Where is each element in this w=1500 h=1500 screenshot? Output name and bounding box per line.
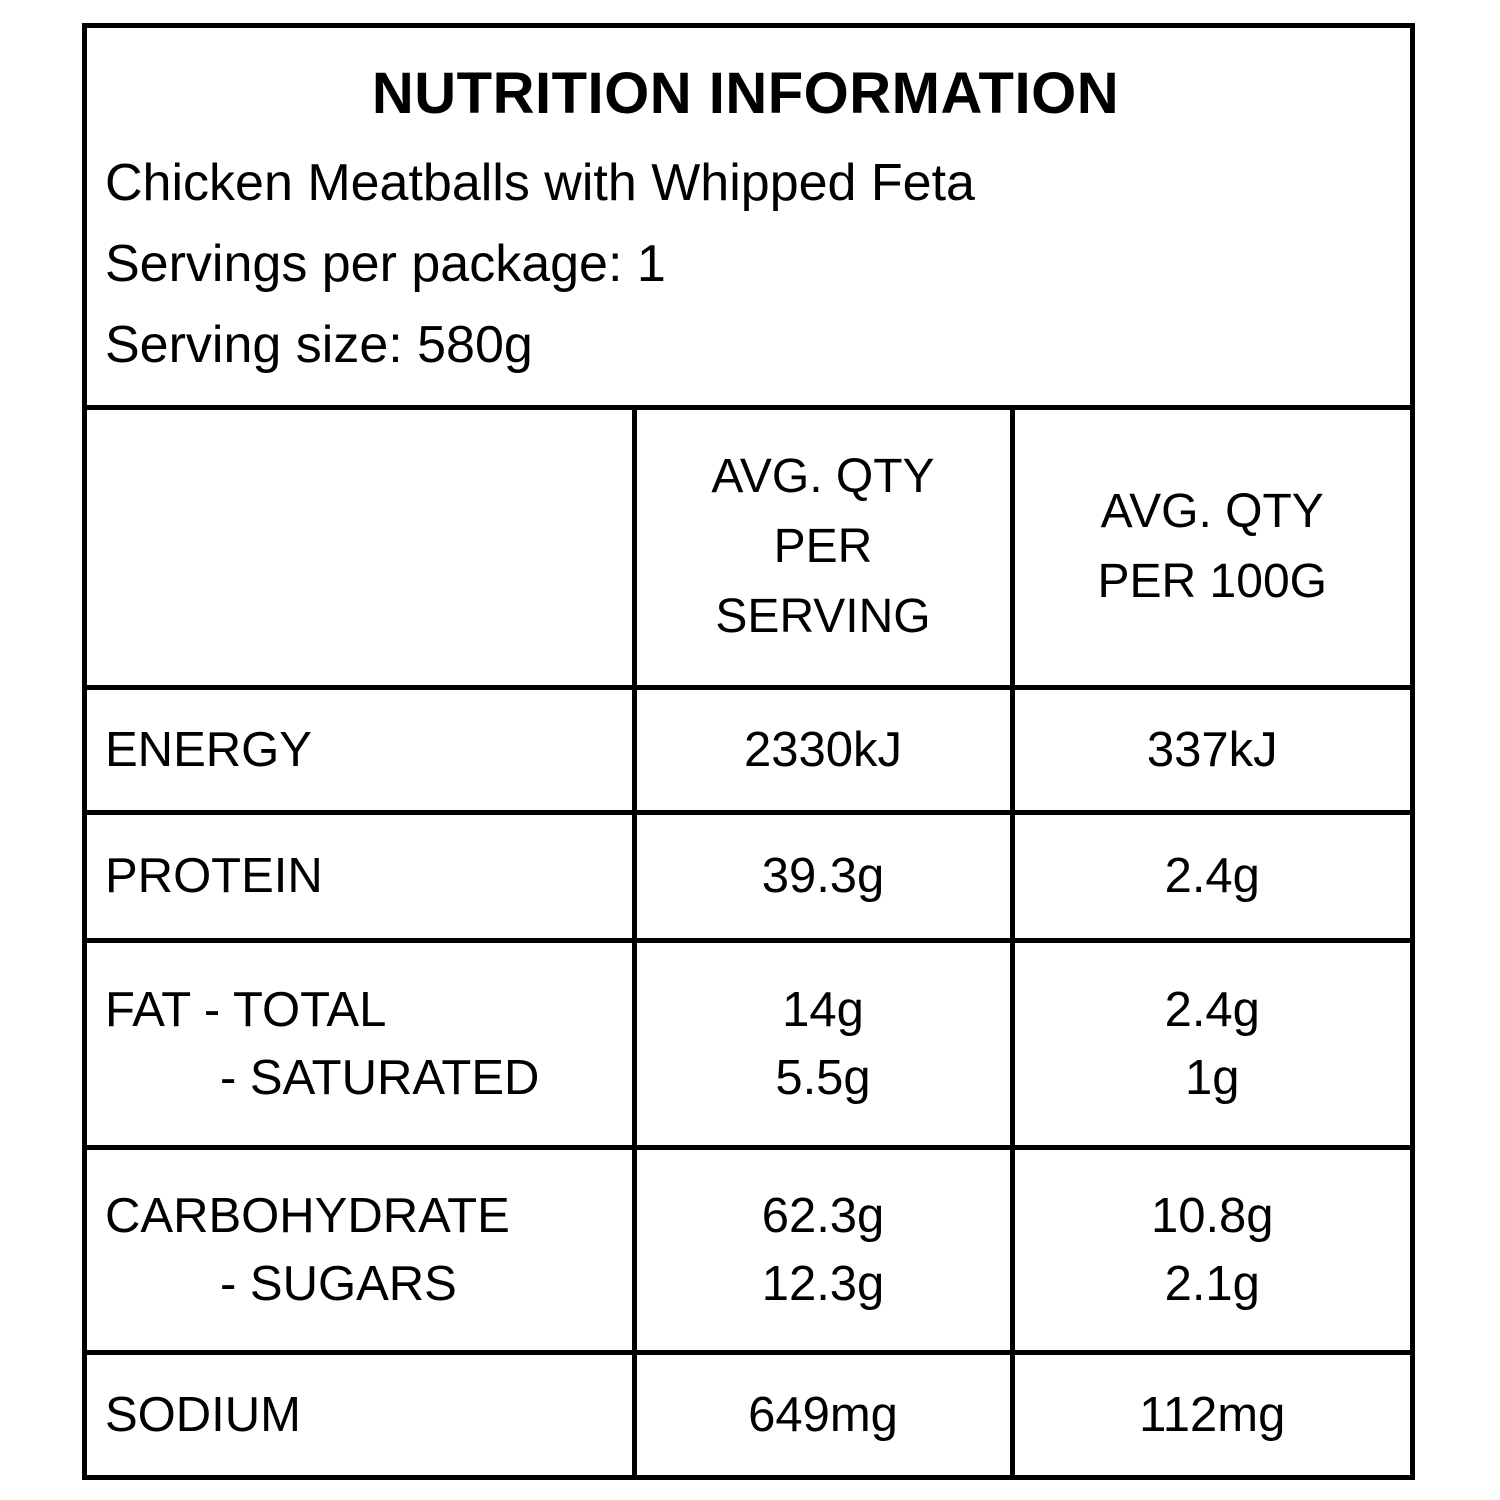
per-serving-main: 14g [782, 982, 864, 1037]
nutrient-label: ENERGY [87, 684, 637, 815]
per-serving-value: 62.3g 12.3g [631, 1144, 1015, 1355]
per-serving-sub: 12.3g [761, 1256, 885, 1311]
nutrient-label: PROTEIN [87, 809, 637, 943]
nutrient-column-header [87, 410, 637, 690]
per-serving-value: 39.3g [631, 809, 1015, 943]
per-100g-value: 2.4g 1g [1009, 937, 1410, 1150]
label-info-lines: Chicken Meatballs with Whipped Feta Serv… [105, 143, 1386, 386]
per-100g-value: 337kJ [1009, 684, 1410, 815]
label-header-section: NUTRITION INFORMATION Chicken Meatballs … [87, 28, 1410, 410]
product-name: Chicken Meatballs with Whipped Feta [105, 153, 975, 212]
nutrient-label-main: FAT - TOTAL [105, 982, 387, 1037]
table-header-row: AVG. QTY PER SERVING AVG. QTY PER 100G [87, 410, 1410, 690]
serving-size: Serving size: 580g [105, 315, 533, 374]
per-serving-main: 62.3g [761, 1188, 885, 1243]
nutrient-label: CARBOHYDRATE - SUGARS [87, 1144, 637, 1355]
per-100g-main: 10.8g [1150, 1188, 1274, 1243]
nutrition-table: AVG. QTY PER SERVING AVG. QTY PER 100G E… [87, 410, 1410, 1475]
per-serving-column-header: AVG. QTY PER SERVING [631, 410, 1015, 690]
nutrition-label: NUTRITION INFORMATION Chicken Meatballs … [82, 23, 1415, 1480]
nutrient-label: FAT - TOTAL - SATURATED [87, 937, 637, 1150]
table-row-fat: FAT - TOTAL - SATURATED 14g 5.5g 2.4g 1g [87, 937, 1410, 1150]
table-row-sodium: SODIUM 649mg 112mg [87, 1349, 1410, 1475]
per-100g-value: 2.4g [1009, 809, 1410, 943]
nutrient-label-main: CARBOHYDRATE [105, 1188, 510, 1243]
per-serving-value: 649mg [631, 1349, 1015, 1475]
nutrient-label: SODIUM [87, 1349, 637, 1475]
nutrient-label-sub: - SATURATED [220, 1050, 540, 1105]
per-serving-sub: 5.5g [775, 1050, 871, 1105]
per-100g-sub: 1g [1184, 1050, 1240, 1105]
per-100g-column-header: AVG. QTY PER 100G [1009, 410, 1410, 690]
per-serving-value: 14g 5.5g [631, 937, 1015, 1150]
per-100g-sub: 2.1g [1164, 1256, 1260, 1311]
per-serving-value: 2330kJ [631, 684, 1015, 815]
per-100g-main: 2.4g [1164, 982, 1260, 1037]
per-100g-value: 10.8g 2.1g [1009, 1144, 1410, 1355]
table-row-carbohydrate: CARBOHYDRATE - SUGARS 62.3g 12.3g 10.8g … [87, 1144, 1410, 1355]
table-row-energy: ENERGY 2330kJ 337kJ [87, 684, 1410, 815]
page-title: NUTRITION INFORMATION [371, 61, 1120, 126]
per-100g-value: 112mg [1009, 1349, 1410, 1475]
servings-per-package: Servings per package: 1 [105, 234, 666, 293]
table-row-protein: PROTEIN 39.3g 2.4g [87, 809, 1410, 943]
nutrient-label-sub: - SUGARS [220, 1256, 457, 1311]
